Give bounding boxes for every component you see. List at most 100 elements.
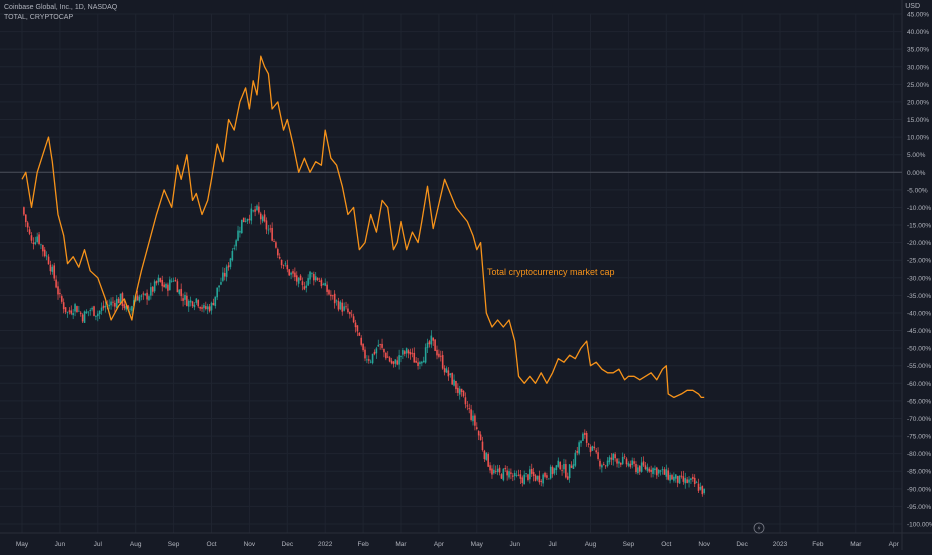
candle-body — [466, 405, 469, 407]
candle-body — [496, 468, 499, 473]
candle-body — [227, 265, 230, 268]
candle-body — [515, 474, 518, 476]
candle-body — [263, 214, 266, 222]
candle-body — [241, 219, 243, 233]
x-tick-label: Nov — [244, 541, 256, 548]
candle-body — [377, 344, 380, 347]
candle-body — [313, 274, 315, 281]
candle-body — [93, 306, 95, 316]
candle-body — [51, 266, 54, 272]
candle-body — [91, 307, 93, 310]
candle-body — [172, 280, 175, 282]
candle-body — [508, 471, 510, 478]
candle-body — [536, 476, 539, 480]
annotation-label: Total cryptocurrency market cap — [487, 267, 615, 277]
candle-body — [98, 310, 101, 314]
candle-body — [62, 302, 65, 310]
x-tick-label: Sep — [623, 541, 635, 548]
candle-body — [330, 294, 332, 297]
candle-body — [163, 284, 165, 288]
candle-body — [102, 305, 105, 309]
candle-body — [557, 460, 560, 467]
candle-body — [339, 301, 342, 310]
candle-body — [216, 287, 218, 298]
candle-body — [443, 368, 446, 373]
candle-body — [674, 474, 677, 479]
candle-body — [506, 470, 508, 476]
candle-body — [419, 362, 421, 365]
candle-body — [333, 293, 336, 304]
candle-body — [669, 474, 671, 481]
candle-body — [292, 271, 294, 274]
candle-body — [470, 409, 472, 420]
candle-body — [326, 284, 328, 292]
candle-body — [646, 467, 649, 471]
candle-body — [578, 442, 580, 454]
candle-body — [439, 355, 442, 357]
y-tick-label: -80.00% — [907, 451, 931, 458]
candle-body — [100, 307, 103, 311]
candle-body — [493, 469, 495, 474]
candle-body — [180, 288, 182, 297]
y-tick-label: -55.00% — [907, 363, 931, 370]
candle-body — [316, 277, 319, 281]
candle-body — [519, 474, 522, 479]
candle-body — [349, 312, 351, 315]
candle-body — [244, 221, 247, 222]
x-tick-label: Jul — [94, 541, 103, 548]
candle-body — [184, 294, 186, 300]
candle-body — [608, 457, 611, 463]
x-tick-label: Feb — [357, 541, 369, 548]
y-tick-label: 35.00% — [907, 47, 929, 54]
candle-body — [277, 249, 279, 256]
candle-body — [614, 454, 616, 459]
candle-body — [572, 464, 575, 469]
candle-body — [367, 359, 370, 361]
candle-body — [555, 465, 558, 471]
candle-body — [447, 370, 450, 377]
y-tick-label: -40.00% — [907, 310, 931, 317]
candle-body — [178, 289, 181, 294]
candle-body — [665, 469, 668, 477]
candle-body — [193, 304, 196, 308]
candle-body — [53, 265, 56, 279]
y-tick-label: 5.00% — [907, 152, 926, 159]
candle-body — [616, 458, 618, 464]
candle-body — [331, 295, 334, 297]
candle-body — [394, 359, 397, 364]
x-tick-label: Mar — [395, 541, 407, 548]
candle-body — [390, 360, 393, 364]
candle-body — [585, 433, 588, 443]
candle-body — [206, 306, 209, 310]
candle-body — [487, 454, 489, 467]
candle-body — [566, 476, 569, 480]
candle-body — [597, 452, 599, 459]
candle-body — [438, 353, 440, 357]
x-tick-label: Aug — [585, 541, 597, 548]
candle-body — [337, 301, 340, 310]
candle-body — [42, 245, 44, 252]
candle-body — [521, 477, 524, 483]
candle-body — [290, 272, 292, 275]
candle-body — [523, 474, 525, 485]
candle-body — [199, 306, 201, 309]
y-tick-label: -75.00% — [907, 434, 931, 441]
candle-body — [413, 352, 416, 363]
candle-body — [45, 255, 48, 257]
currency-label: USD — [905, 3, 920, 10]
candle-body — [85, 311, 88, 314]
candle-body — [424, 347, 427, 363]
candle-body — [601, 465, 603, 468]
candle-body — [176, 281, 179, 293]
candle-body — [303, 286, 306, 290]
candle-body — [237, 230, 239, 241]
candle-body — [256, 205, 258, 211]
candle-body — [373, 351, 376, 355]
candle-body — [70, 310, 73, 314]
candle-body — [282, 264, 285, 266]
candle-body — [381, 343, 383, 348]
candle-body — [385, 352, 387, 359]
candle-body — [625, 458, 628, 465]
